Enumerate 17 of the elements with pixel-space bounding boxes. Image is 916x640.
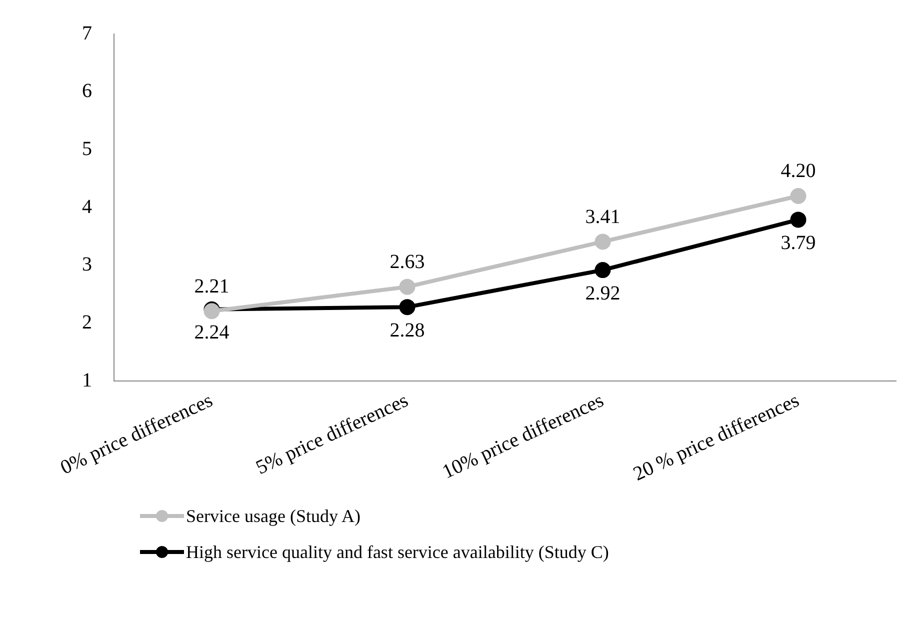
data-label: 2.24: [194, 322, 230, 344]
y-tick-label: 6: [82, 80, 92, 102]
y-tick-label: 7: [82, 22, 92, 44]
y-tick-label: 3: [82, 254, 92, 276]
data-label: 2.92: [585, 282, 620, 304]
data-label: 2.63: [390, 251, 425, 274]
data-label: 2.21: [194, 275, 230, 298]
y-tick-label: 5: [82, 138, 92, 160]
data-label: 2.28: [390, 319, 425, 342]
y-tick-label: 4: [82, 196, 92, 218]
data-label: 3.79: [780, 232, 816, 254]
y-tick-label: 2: [82, 312, 92, 334]
legend-label: Service usage (Study A): [186, 506, 360, 526]
data-label: 4.20: [780, 160, 816, 182]
legend-label: High service quality and fast service availability (Study C): [186, 542, 609, 562]
data-label: 3.41: [585, 206, 620, 228]
y-tick-label: 1: [82, 369, 92, 392]
